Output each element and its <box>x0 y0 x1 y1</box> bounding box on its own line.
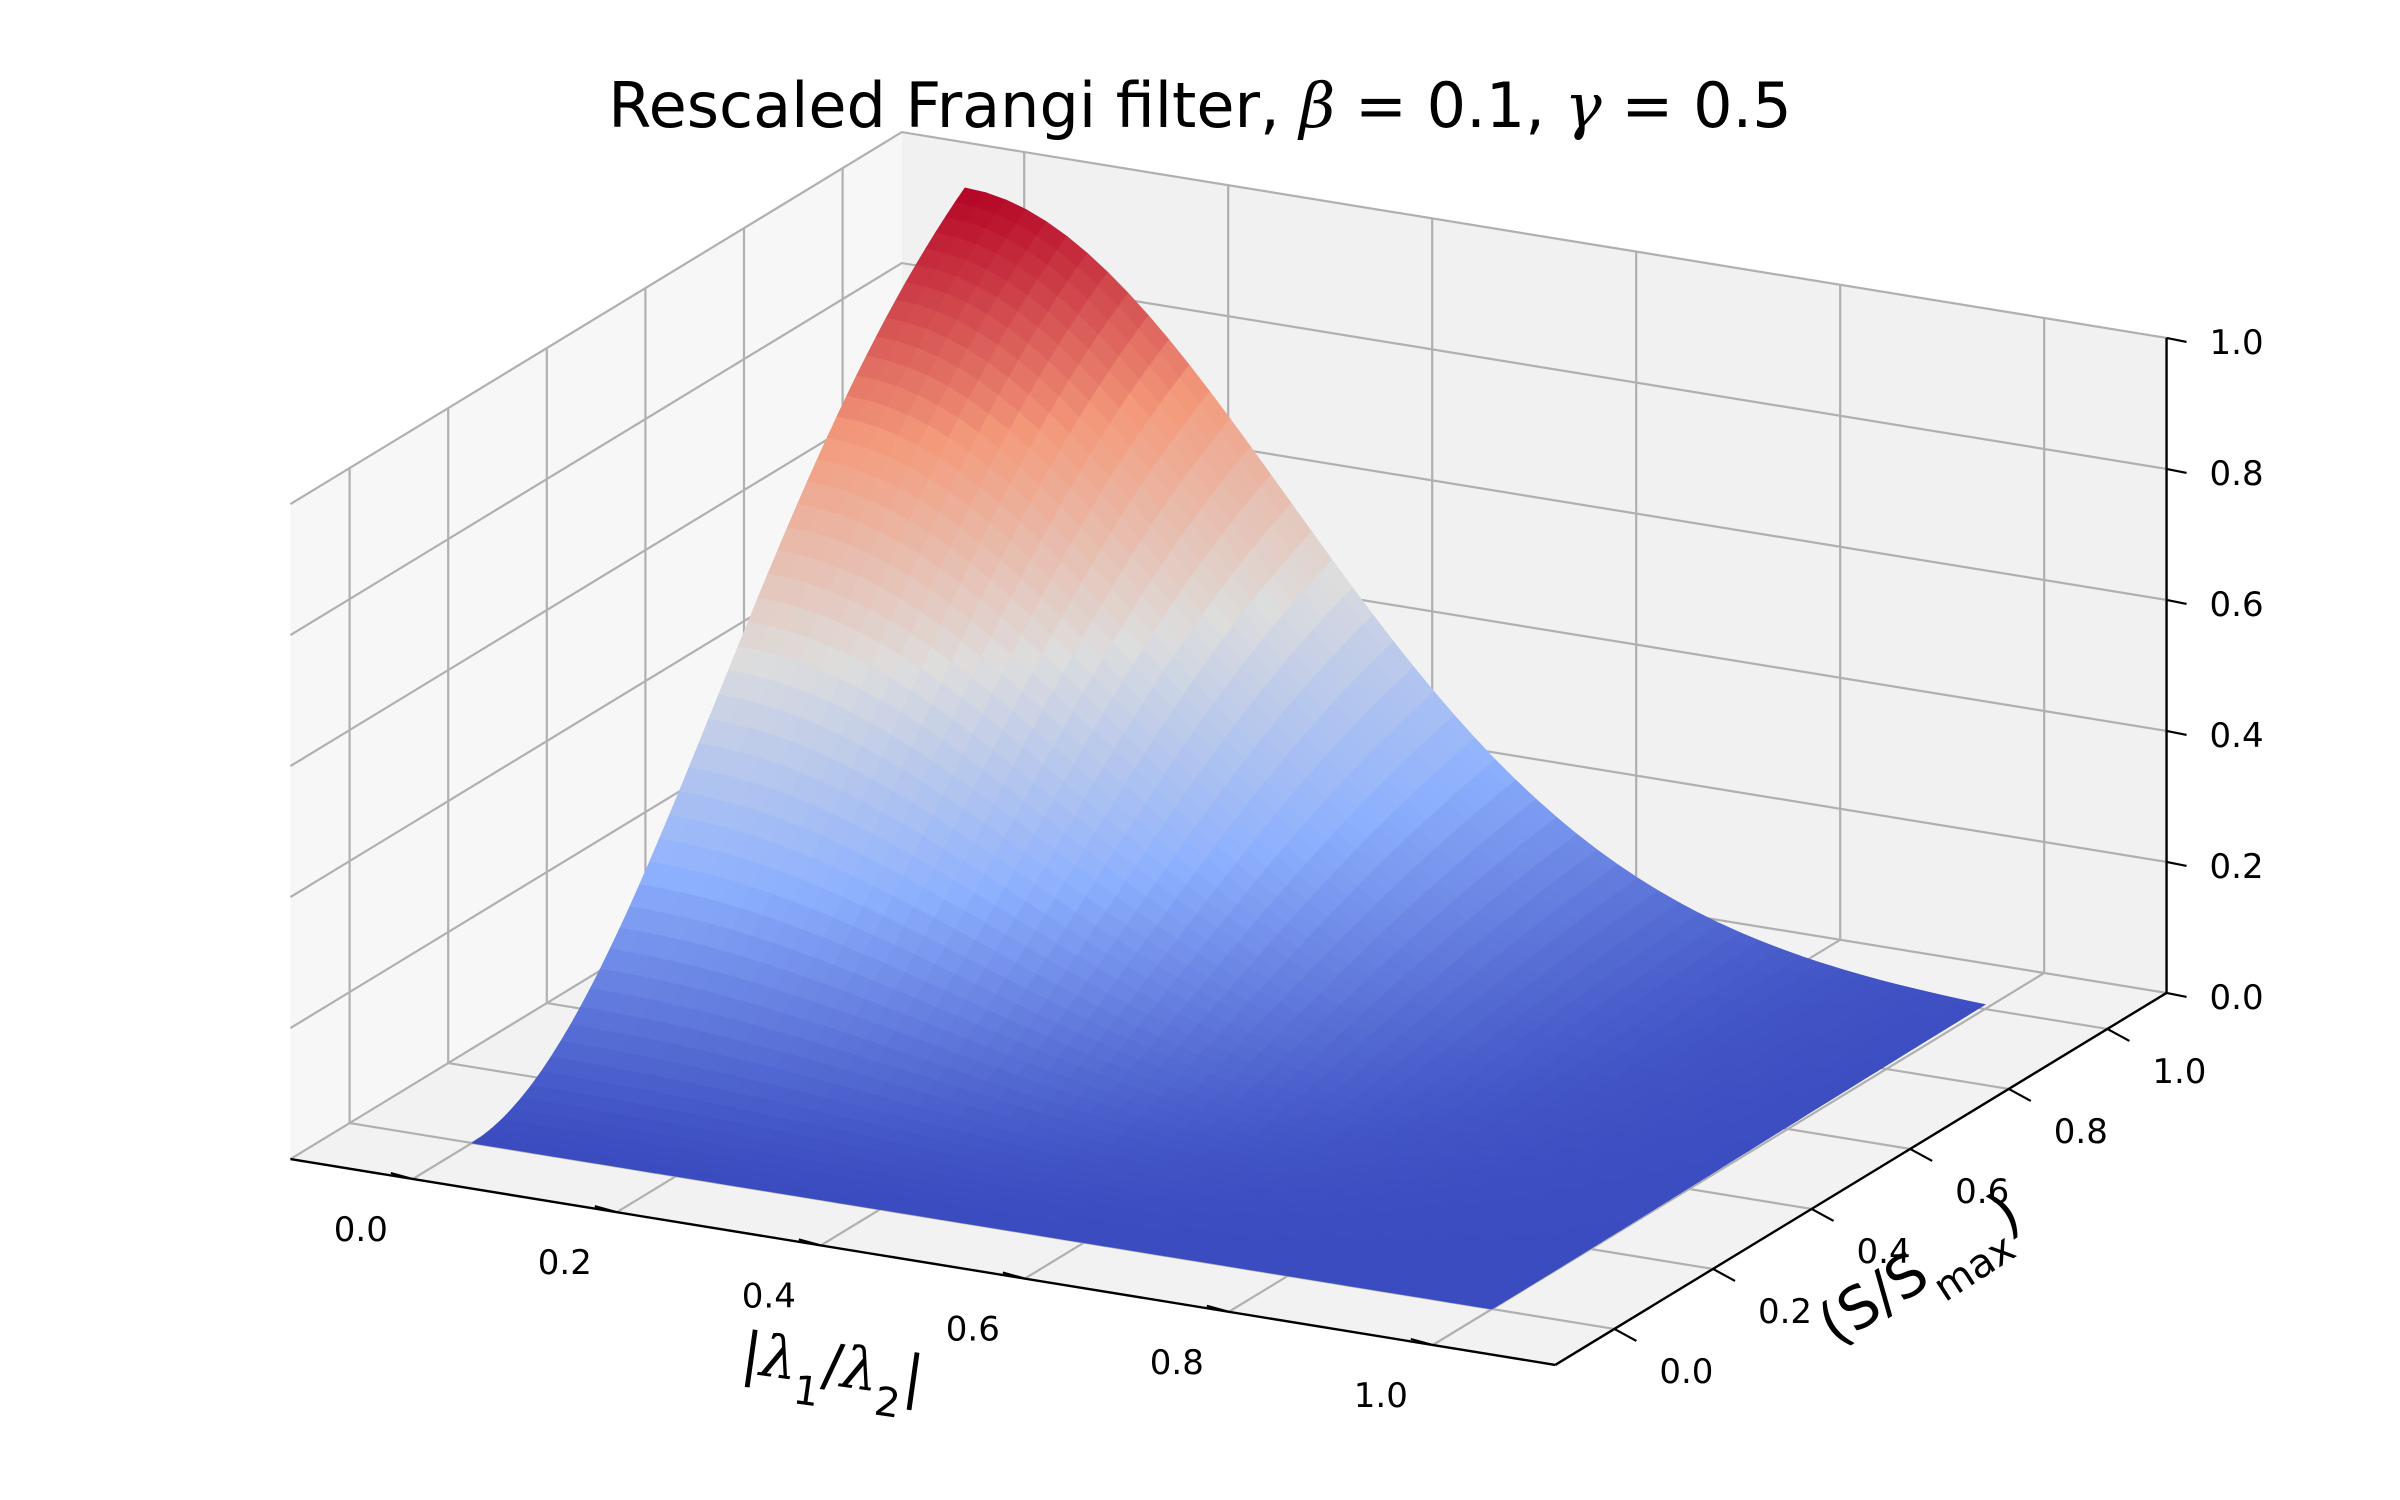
x-tick-label: 1.0 <box>1354 1376 1408 1416</box>
z-tick-label: 0.6 <box>2210 585 2264 625</box>
z-tick-label: 0.8 <box>2210 454 2264 494</box>
y-tick-label: 1.0 <box>2152 1052 2206 1092</box>
x-axis-line <box>290 1157 1556 1367</box>
y-tick-label: 0.8 <box>2054 1112 2108 1152</box>
surface-facet <box>1470 1299 1504 1310</box>
x-tick-label: 0.8 <box>1150 1343 1204 1383</box>
x-tick-mark <box>1206 1304 1230 1313</box>
y-tick-mark <box>2106 1027 2130 1042</box>
y-tick-label: 0.6 <box>1955 1172 2009 1212</box>
y-axis-label: (S/Smax) <box>1806 1178 2043 1374</box>
x-tick-mark <box>1002 1271 1026 1280</box>
z-tick-mark <box>2166 598 2187 605</box>
tick-labels: 0.0 0.0 0.0 0.2 0.2 0.2 0.4 0.4 0.4 0.6 0.6 0.6 0.8 0… <box>334 323 2264 1416</box>
x-tick-mark <box>594 1205 618 1214</box>
grid-line-x <box>1432 318 2046 1346</box>
y-axis-line <box>1554 991 2168 1366</box>
z-tick-label: 1.0 <box>2210 323 2264 363</box>
x-tick-mark <box>390 1171 414 1181</box>
x-tick-label: 0.2 <box>538 1243 592 1283</box>
x-tick-mark <box>798 1238 822 1247</box>
z-tick-mark <box>2166 336 2187 343</box>
chart-title: Rescaled Frangi filter, β = 0.1, γ = 0.5 <box>608 69 1791 142</box>
z-tick-label: 0.0 <box>2210 978 2264 1018</box>
y-tick-label: 0.0 <box>1659 1352 1713 1392</box>
z-tick-mark <box>2166 991 2187 998</box>
x-tick-label: 0.6 <box>946 1310 1000 1350</box>
axes-lines <box>290 337 2168 1367</box>
grid-line-z <box>289 261 2167 637</box>
x-axis-label: |λ1/λ2| <box>735 1319 928 1431</box>
y-tick-label: 0.4 <box>1857 1232 1911 1272</box>
y-tick-label: 0.2 <box>1758 1292 1812 1332</box>
y-tick-mark <box>1712 1267 1736 1282</box>
y-tick-mark <box>2008 1087 2032 1102</box>
y-tick-mark <box>1909 1147 1933 1162</box>
y-tick-mark <box>1811 1207 1835 1222</box>
left-pane <box>290 132 902 1160</box>
z-tick-label: 0.2 <box>2210 847 2264 887</box>
z-tick-mark <box>2166 860 2187 867</box>
x-tick-mark <box>1410 1337 1434 1347</box>
grid-line-z <box>289 130 2167 506</box>
z-tick-label: 0.4 <box>2210 716 2264 756</box>
x-tick-label: 0.0 <box>334 1210 388 1250</box>
z-tick-mark <box>2166 467 2187 474</box>
x-tick-label: 0.4 <box>742 1276 796 1316</box>
surface-plot <box>470 187 1987 1310</box>
y-tick-mark <box>1613 1327 1637 1342</box>
z-tick-mark <box>2166 729 2187 736</box>
